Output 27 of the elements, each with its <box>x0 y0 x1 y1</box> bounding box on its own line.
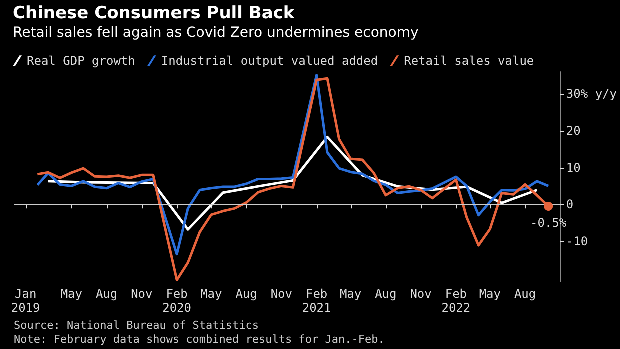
y-tick-label: 10 <box>566 160 581 175</box>
x-tick-label: Feb 2020 <box>162 287 192 315</box>
y-tick-label: 30% y/y <box>566 87 618 102</box>
x-tick-label: Aug <box>96 287 118 301</box>
legend-label: Industrial output valued added <box>161 54 378 68</box>
x-tick-label: May <box>60 287 83 301</box>
x-tick-label: Jan 2019 <box>11 287 40 315</box>
legend-label: Real GDP growth <box>27 54 136 68</box>
x-tick-label: May <box>479 287 502 301</box>
legend-label: Retail sales value <box>404 54 534 68</box>
x-tick-label: Feb 2021 <box>302 287 332 315</box>
chart-subtitle: Retail sales fell again as Covid Zero undermines economy <box>13 25 419 41</box>
x-tick-label: Nov <box>131 287 153 301</box>
x-tick-label: Nov <box>270 287 293 301</box>
text: Note: February data shows combined results for Jan.-Feb. <box>14 333 385 346</box>
x-tick-label: Aug <box>236 287 258 301</box>
x-tick-label: Nov <box>410 287 432 301</box>
chart-title: Chinese Consumers Pull Back <box>13 4 296 24</box>
y-tick-label: 0 <box>566 198 574 212</box>
x-tick-label: Aug <box>514 287 536 301</box>
x-tick-label: Feb 2022 <box>442 287 471 315</box>
x-tick-label: Aug <box>375 287 397 301</box>
y-tick-label: 20 <box>566 124 581 138</box>
source-note: Source: National Bureau of Statistics <box>14 319 260 332</box>
y-tick-label: -10 <box>566 234 588 248</box>
x-tick-label: May <box>340 287 362 301</box>
x-tick-label: May <box>200 287 222 301</box>
